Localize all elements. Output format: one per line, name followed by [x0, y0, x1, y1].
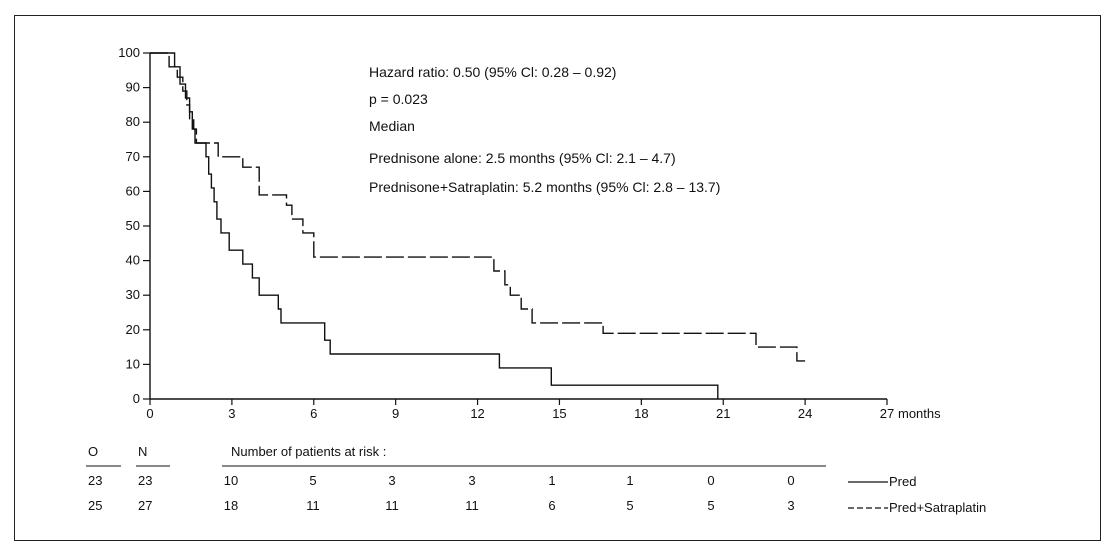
x-tick-label: 27	[880, 406, 894, 421]
legend-label-pred-satraplatin: Pred+Satraplatin	[889, 500, 986, 515]
risk-count: 0	[707, 473, 714, 488]
series-line-pred-satraplatin	[150, 52, 806, 362]
annotation-p-value: p = 0.023	[369, 91, 428, 107]
risk-row-o: 25	[88, 498, 102, 513]
risk-count: 5	[309, 473, 316, 488]
chart-frame	[14, 15, 1101, 541]
risk-row-n: 23	[138, 473, 152, 488]
x-tick-label: 15	[552, 406, 566, 421]
x-axis-label: months	[898, 406, 941, 421]
risk-count: 11	[465, 498, 479, 513]
y-tick-label: 0	[133, 391, 140, 406]
risk-count: 6	[548, 498, 555, 513]
x-tick-label: 21	[716, 406, 730, 421]
risk-count: 3	[388, 473, 395, 488]
y-tick-label: 50	[126, 218, 140, 233]
risk-count: 0	[787, 473, 794, 488]
y-tick-label: 90	[126, 80, 140, 95]
x-tick-label: 9	[392, 406, 399, 421]
risk-count: 5	[626, 498, 633, 513]
y-tick-label: 60	[126, 183, 140, 198]
annotation-median-pred: Prednisone alone: 2.5 months (95% Cl: 2.…	[369, 150, 676, 166]
risk-count: 1	[626, 473, 633, 488]
y-tick-label: 30	[126, 287, 140, 302]
risk-count: 3	[787, 498, 794, 513]
risk-count: 1	[548, 473, 555, 488]
x-tick-label: 0	[146, 406, 153, 421]
x-tick-label: 24	[798, 406, 812, 421]
risk-count: 11	[385, 498, 399, 513]
x-tick-label: 12	[470, 406, 484, 421]
y-tick-label: 70	[126, 149, 140, 164]
y-tick-label: 10	[126, 356, 140, 371]
risk-header-o: O	[88, 444, 98, 459]
annotation-hazard-ratio: Hazard ratio: 0.50 (95% Cl: 0.28 – 0.92)	[369, 64, 616, 80]
annotation-median-satraplatin: Prednisone+Satraplatin: 5.2 months (95% …	[369, 179, 720, 195]
risk-row-n: 27	[138, 498, 152, 513]
x-tick-label: 6	[310, 406, 317, 421]
risk-count: 10	[224, 473, 238, 488]
y-tick-label: 20	[126, 322, 140, 337]
series-line-pred	[150, 52, 719, 399]
risk-header-n: N	[138, 444, 147, 459]
x-tick-label: 3	[228, 406, 235, 421]
risk-count: 11	[306, 498, 320, 513]
risk-table-title: Number of patients at risk :	[231, 444, 386, 459]
risk-count: 5	[707, 498, 714, 513]
x-tick-label: 18	[634, 406, 648, 421]
risk-count: 18	[224, 498, 238, 513]
risk-count: 3	[468, 473, 475, 488]
legend-label-pred: Pred	[889, 474, 916, 489]
risk-row-o: 23	[88, 473, 102, 488]
y-tick-label: 80	[126, 114, 140, 129]
annotation-median: Median	[369, 118, 415, 134]
y-tick-label: 100	[118, 45, 140, 60]
y-tick-label: 40	[126, 253, 140, 268]
